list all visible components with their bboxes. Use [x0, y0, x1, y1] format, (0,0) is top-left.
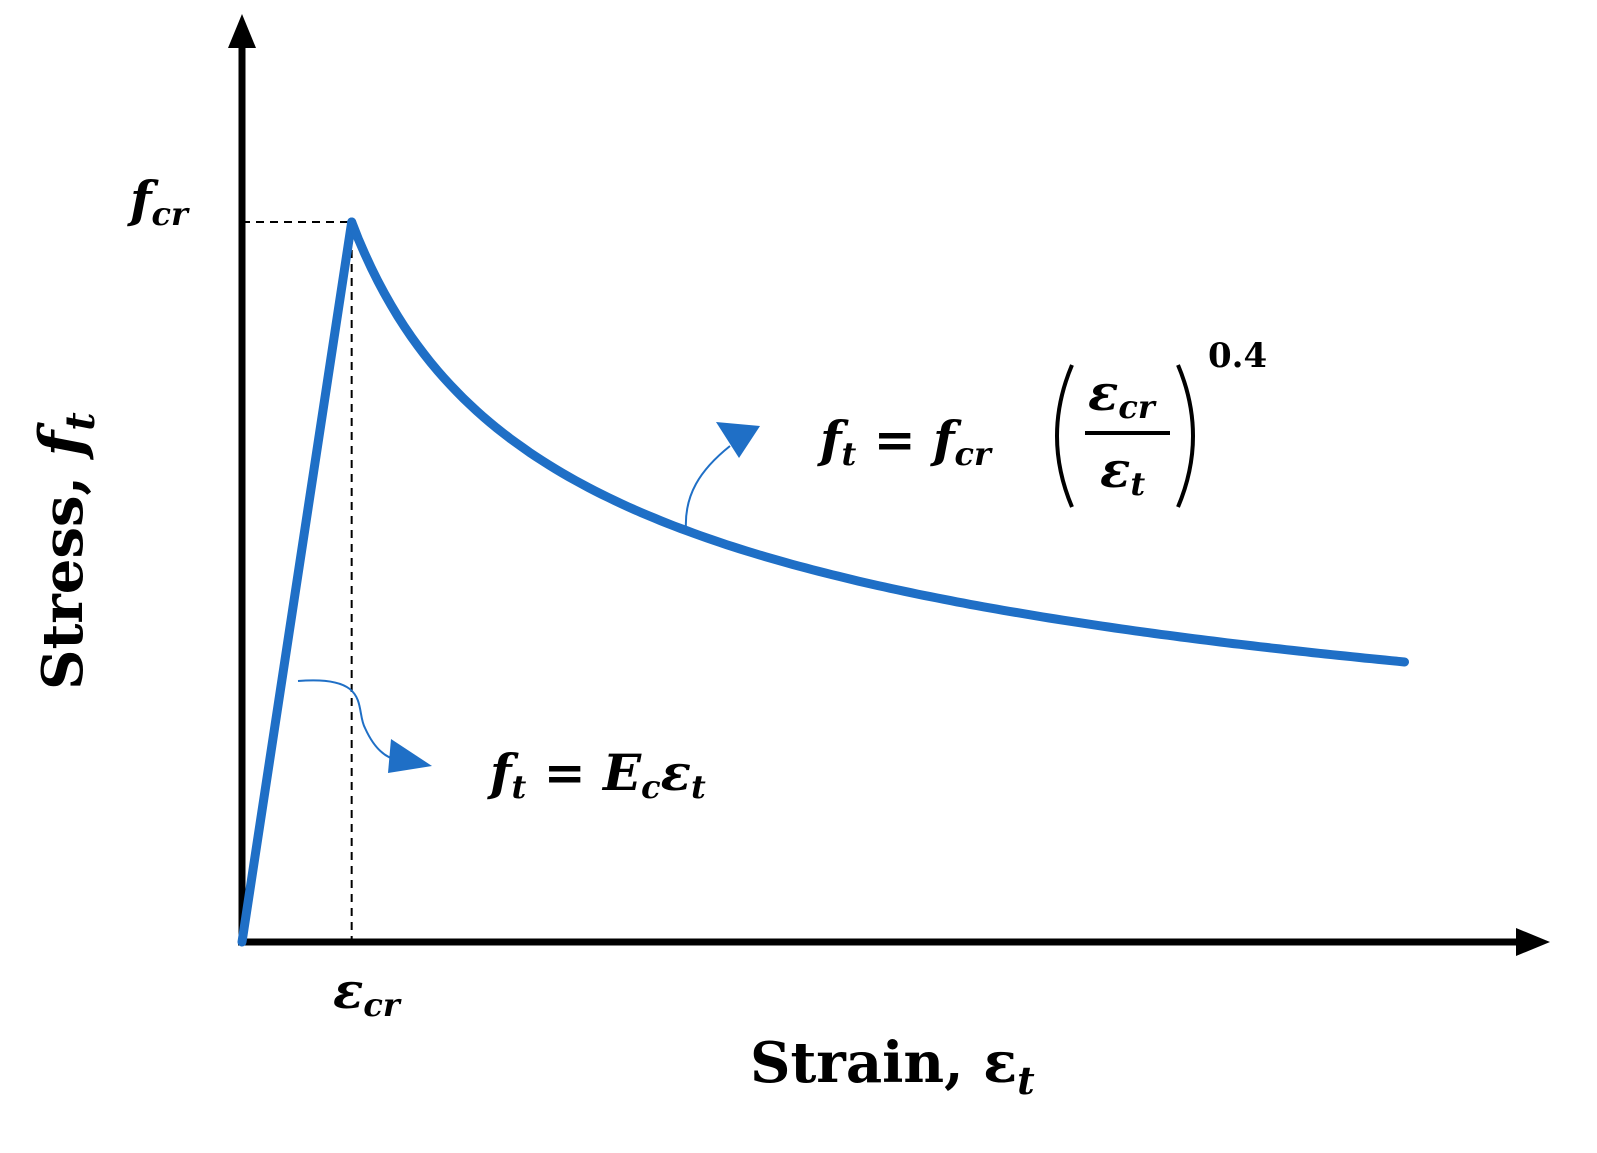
x-axis-title: Strain, εt [750, 1030, 1035, 1103]
exponent-label: 0.4 [1208, 336, 1267, 376]
linear-pointer-arrow [297, 679, 432, 773]
right-paren [1176, 364, 1195, 508]
series-decay-branch [347, 217, 1409, 667]
left-paren [1055, 364, 1074, 508]
linear-equation: ft = Ecεt [487, 743, 706, 806]
y-axis-title: Stress, ft [27, 412, 104, 690]
y-tick-label-fcr: fcr [127, 170, 190, 233]
series-linear-branch [237, 217, 357, 947]
decay-equation-lhs: ft = fcr [817, 410, 993, 473]
fraction-numerator: εcr [1088, 363, 1157, 426]
x-tick-label-epscr: εcr [333, 961, 402, 1024]
decay-equation: ft = fcr εcr εt 0.4 [817, 336, 1267, 508]
x-axis-arrowhead [1516, 928, 1550, 956]
y-axis-arrowhead [228, 14, 256, 48]
fraction-denominator: εt [1100, 440, 1145, 503]
axes [228, 14, 1550, 956]
decay-pointer-arrow [684, 422, 760, 531]
